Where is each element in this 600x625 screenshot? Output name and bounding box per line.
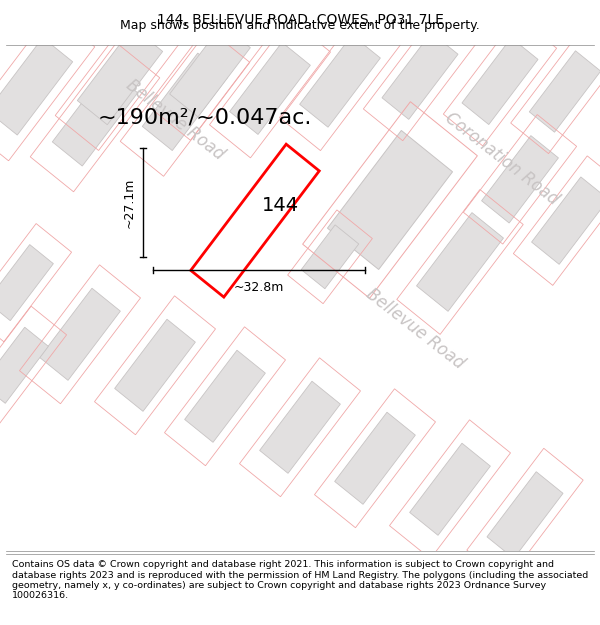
Polygon shape <box>335 412 415 504</box>
Text: 144: 144 <box>262 196 299 214</box>
Text: ~27.1m: ~27.1m <box>123 177 136 227</box>
Polygon shape <box>416 213 503 311</box>
Polygon shape <box>230 42 310 134</box>
Polygon shape <box>115 319 196 411</box>
Text: Bellevue Road: Bellevue Road <box>362 285 467 373</box>
Text: Coronation Road: Coronation Road <box>442 109 562 209</box>
Polygon shape <box>52 69 137 166</box>
Polygon shape <box>328 131 452 269</box>
Text: Bellevue Road: Bellevue Road <box>122 76 227 163</box>
Polygon shape <box>77 28 163 125</box>
Text: ~190m²/~0.047ac.: ~190m²/~0.047ac. <box>98 107 312 127</box>
Text: 144, BELLEVUE ROAD, COWES, PO31 7LE: 144, BELLEVUE ROAD, COWES, PO31 7LE <box>157 12 443 27</box>
Polygon shape <box>410 443 490 535</box>
Text: ~32.8m: ~32.8m <box>234 281 284 294</box>
Polygon shape <box>487 472 563 559</box>
Polygon shape <box>301 225 359 289</box>
Polygon shape <box>0 38 73 135</box>
Polygon shape <box>0 244 53 321</box>
Polygon shape <box>299 35 380 128</box>
Polygon shape <box>260 381 340 473</box>
Polygon shape <box>185 350 265 442</box>
Polygon shape <box>40 288 121 381</box>
Polygon shape <box>462 38 538 124</box>
Text: Map shows position and indicative extent of the property.: Map shows position and indicative extent… <box>120 19 480 32</box>
Polygon shape <box>142 53 227 151</box>
Polygon shape <box>482 136 559 223</box>
Text: Contains OS data © Crown copyright and database right 2021. This information is : Contains OS data © Crown copyright and d… <box>12 560 588 600</box>
Polygon shape <box>532 177 600 264</box>
Polygon shape <box>382 32 458 119</box>
Polygon shape <box>170 25 250 117</box>
Polygon shape <box>529 51 600 132</box>
Polygon shape <box>191 144 319 297</box>
Polygon shape <box>0 328 49 403</box>
